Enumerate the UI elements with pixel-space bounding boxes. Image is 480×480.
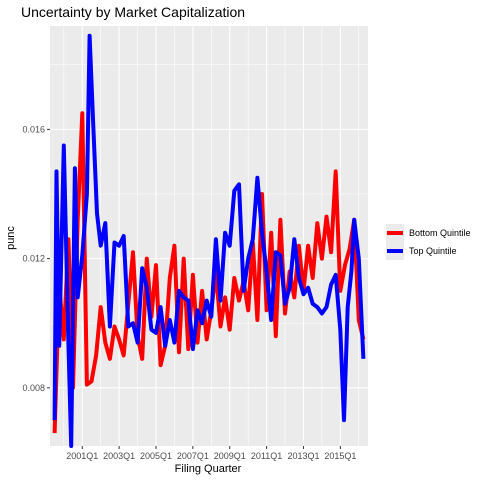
x-tick-label: 2013Q1 [287,451,319,461]
legend-key-bottom-quintile [386,224,404,242]
x-tick-label: 2001Q1 [66,451,98,461]
x-tick-label: 2007Q1 [177,451,209,461]
y-axis: 0.008 0.012 0.016 [22,124,50,393]
y-axis-title: punc [5,226,17,250]
x-axis-title: Filing Quarter [174,463,242,475]
legend-swatch-bottom-quintile [387,231,403,235]
x-tick-label: 2011Q1 [251,451,282,461]
legend-swatch-top-quintile [387,249,403,253]
legend-item-bottom-quintile: Bottom Quintile [386,224,471,242]
legend: Bottom Quintile Top Quintile [386,224,471,260]
legend-key-top-quintile [386,242,404,260]
chart-title: Uncertainty by Market Capitalization [21,4,246,20]
y-tick-label: 0.008 [22,383,45,393]
x-tick-label: 2005Q1 [140,451,172,461]
x-tick-label: 2009Q1 [214,451,246,461]
legend-item-top-quintile: Top Quintile [386,242,471,260]
series-lines [52,33,366,448]
legend-label-bottom-quintile: Bottom Quintile [409,228,471,238]
x-tick-label: 2015Q1 [324,451,356,461]
legend-label-top-quintile: Top Quintile [409,246,457,256]
series-line-bottom-quintile [52,111,366,434]
y-tick-label: 0.012 [22,254,45,264]
x-axis: 2001Q1 2003Q1 2005Q1 2007Q1 2009Q1 2011Q1 2013… [66,446,356,461]
x-tick-label: 2003Q1 [103,451,135,461]
y-tick-label: 0.016 [22,124,45,134]
series-line-top-quintile [52,33,366,448]
